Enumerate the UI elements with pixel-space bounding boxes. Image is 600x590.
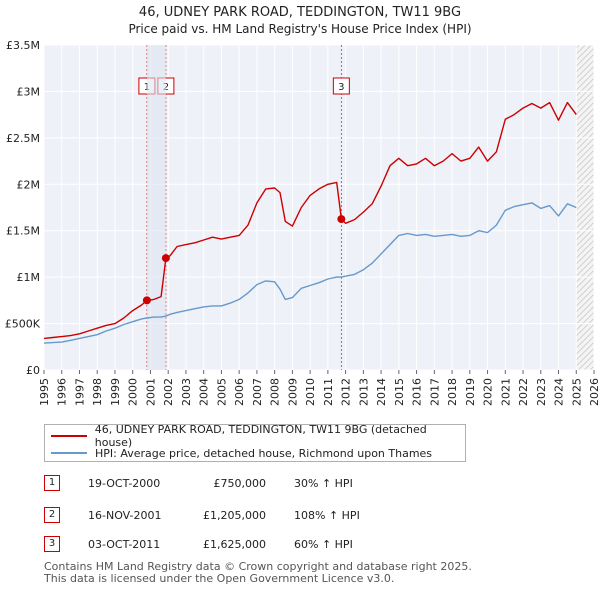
forecast-hatch [576,167,594,187]
forecast-hatch [576,161,594,181]
x-tick-label: 1996 [56,378,69,406]
x-tick-label: 2020 [482,378,495,406]
x-tick-label: 2002 [162,378,175,406]
transaction-marker-label: 3 [338,82,344,93]
forecast-hatch [576,155,594,175]
x-tick-label: 2007 [251,378,264,406]
transaction-price: £750,000 [213,477,267,490]
x-tick-label: 1999 [109,378,122,406]
forecast-hatch [596,0,600,370]
transaction-hpi: 60% ↑ HPI [294,538,353,551]
x-tick-label: 1995 [38,378,51,406]
transaction-price: £1,205,000 [203,509,266,522]
footer-copyright: Contains HM Land Registry data © Crown c… [44,560,472,573]
transaction-badge: 3 [44,536,60,552]
series-line [43,202,577,344]
legend: 46, UDNEY PARK ROAD, TEDDINGTON, TW11 9B… [44,423,466,462]
y-tick-label: £2M [17,178,41,191]
legend-label-property: 46, UDNEY PARK ROAD, TEDDINGTON, TW11 9B… [94,423,427,449]
transaction-date: 16-NOV-2001 [88,509,162,522]
sale-point [337,215,346,224]
transaction-hpi: 108% ↑ HPI [294,509,360,522]
x-tick-label: 2012 [340,378,353,406]
transaction-hpi: 30% ↑ HPI [294,477,353,490]
legend-item-hpi: HPI: Average price, detached house, Rich… [51,445,432,461]
y-tick-label: £500K [5,318,41,331]
series-line [43,101,577,340]
x-tick-label: 2006 [233,378,246,406]
y-tick-label: £3M [17,85,41,98]
transaction-price: £1,625,000 [203,538,266,551]
x-tick-label: 2022 [517,378,530,406]
transaction-date: 19-OCT-2000 [88,477,161,490]
y-tick-label: £3.5M [6,39,40,52]
transaction-badge: 2 [44,507,60,523]
sale-point [161,254,170,263]
transaction-badge: 1 [44,475,60,491]
x-tick-label: 2013 [357,378,370,406]
price-chart: 46, UDNEY PARK ROAD, TEDDINGTON, TW11 9B… [5,0,600,406]
legend-label-hpi: HPI: Average price, detached house, Rich… [95,446,433,460]
x-tick-label: 2015 [393,378,406,406]
x-tick-label: 2016 [411,378,424,406]
forecast-hatch [576,299,594,319]
transaction-band [146,45,166,370]
legend-item-property: 46, UDNEY PARK ROAD, TEDDINGTON, TW11 9B… [51,423,465,449]
y-tick-label: £1M [17,271,41,284]
forecast-hatch [576,287,594,307]
y-tick-label: £1.5M [6,225,40,238]
x-tick-label: 2008 [269,378,282,406]
x-tick-label: 2005 [215,378,228,406]
x-tick-label: 2018 [446,378,459,406]
x-tick-label: 2019 [464,378,477,406]
x-tick-label: 2003 [180,378,193,406]
x-tick-label: 2011 [322,378,335,406]
legend-swatch-property [51,435,87,437]
transaction-marker-box [332,77,350,95]
y-tick-label: £0 [26,364,40,377]
sale-point [142,296,151,305]
x-tick-label: 2000 [127,378,140,406]
x-tick-label: 2024 [553,378,566,406]
transaction-row: 2 16-NOV-2001 £1,205,000 108% ↑ HPI [44,507,444,525]
x-tick-label: 2023 [535,378,548,406]
x-tick-label: 2014 [375,378,388,406]
chart-subtitle: Price paid vs. HM Land Registry's House … [128,22,471,36]
x-tick-label: 2004 [198,378,211,406]
x-tick-label: 2025 [570,378,583,406]
transaction-row: 1 19-OCT-2000 £750,000 30% ↑ HPI [44,475,444,493]
forecast-hatch [576,293,594,313]
chart-title: 46, UDNEY PARK ROAD, TEDDINGTON, TW11 9B… [139,5,461,20]
x-tick-label: 2009 [286,378,299,406]
legend-swatch-hpi [51,452,87,454]
x-tick-label: 1997 [73,378,86,406]
footer: Contains HM Land Registry data © Crown c… [44,561,472,585]
transaction-date: 03-OCT-2011 [88,538,161,551]
x-tick-label: 2021 [499,378,512,406]
x-tick-label: 2001 [144,378,157,406]
x-tick-label: 2017 [428,378,441,406]
footer-licence: This data is licensed under the Open Gov… [44,572,395,585]
transaction-row: 3 03-OCT-2011 £1,625,000 60% ↑ HPI [44,536,444,554]
y-tick-label: £2.5M [6,132,40,145]
x-tick-label: 1998 [91,378,104,406]
plot-area [44,45,594,370]
x-tick-label: 2026 [588,378,600,406]
x-tick-label: 2010 [304,378,317,406]
